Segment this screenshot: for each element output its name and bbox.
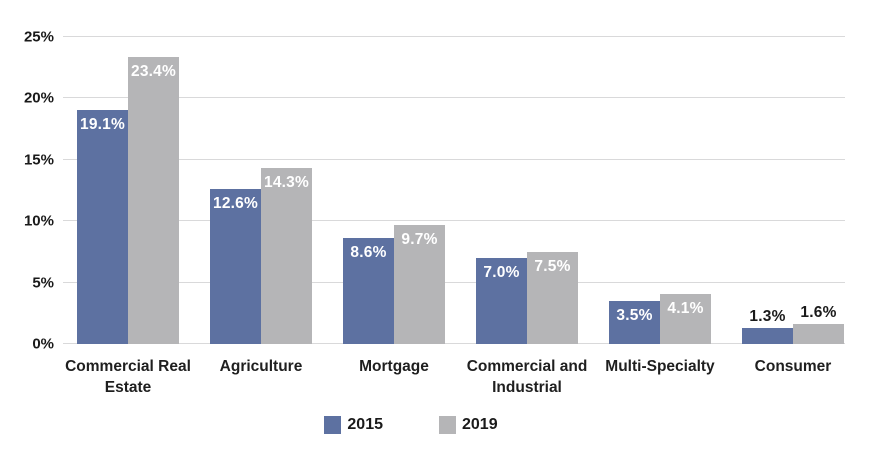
legend: 2015 2019: [0, 416, 849, 434]
bar-2019-multi-specialty: 4.1%: [660, 293, 711, 344]
bar-value-2019-agriculture: 14.3%: [264, 174, 309, 192]
x-axis-label-commercial-and-industrial: Commercial and Industrial: [466, 358, 588, 397]
bar-value-2015-commercial-real-estate: 19.1%: [80, 115, 125, 133]
gridline-0%: [63, 343, 845, 344]
bar-2019-commercial-and-industrial: 7.5%: [527, 251, 578, 344]
gridline-10%: [63, 220, 845, 222]
y-tick-label-0%: 0%: [32, 335, 54, 353]
bar-value-2015-multi-specialty: 3.5%: [616, 307, 653, 324]
gridline-5%: [63, 281, 845, 283]
x-axis-label-mortgage: Mortgage: [359, 358, 429, 375]
bar-2019-consumer: 1.6%: [793, 305, 844, 344]
bar-group-agriculture: 12.6% 14.3%: [210, 37, 312, 344]
bar-value-2019-consumer: 1.6%: [800, 303, 837, 321]
bar-2015-agriculture: 12.6%: [210, 189, 261, 344]
legend-label-2015: 2015: [347, 416, 383, 433]
bar-2015-mortgage: 8.6%: [343, 238, 394, 344]
gridline-15%: [63, 158, 845, 160]
plot-area: 0% 5% 10% 15% 20% 25% 19.1% 23.4% 12.6% 14.3% 8.6%…: [24, 30, 845, 352]
bar-value-2019-mortgage: 9.7%: [401, 230, 438, 248]
bar-group-multi-specialty: 3.5% 4.1%: [609, 37, 711, 344]
bar-group-commercial-real-estate: 19.1% 23.4%: [77, 37, 179, 344]
y-tick-label-5%: 5%: [32, 274, 54, 292]
y-tick-label-15%: 15%: [23, 151, 54, 169]
x-axis-label-commercial-real-estate: Commercial Real Estate: [65, 358, 191, 397]
legend-item-2015: 2015: [324, 416, 383, 434]
x-axis-label-agriculture: Agriculture: [219, 358, 303, 375]
legend-label-2019: 2019: [462, 416, 498, 433]
legend-swatch-2019: [439, 416, 456, 434]
bar-2015-consumer: 1.3%: [742, 308, 793, 344]
bar-group-mortgage: 8.6% 9.7%: [343, 37, 445, 344]
y-tick-label-20%: 20%: [23, 89, 54, 107]
y-tick-label-25%: 25%: [23, 28, 54, 46]
bar-2015-commercial-real-estate: 19.1%: [77, 109, 128, 344]
y-tick-label-10%: 10%: [23, 212, 54, 230]
x-axis-label-multi-specialty: Multi-Specialty: [605, 358, 715, 375]
bar-value-2019-commercial-and-industrial: 7.5%: [534, 257, 571, 275]
bar-2015-commercial-and-industrial: 7.0%: [476, 258, 527, 344]
bar-value-2015-commercial-and-industrial: 7.0%: [483, 264, 520, 281]
bar-value-2015-agriculture: 12.6%: [213, 195, 258, 213]
bar-value-2015-mortgage: 8.6%: [350, 244, 387, 262]
bar-2019-mortgage: 9.7%: [394, 224, 445, 344]
bar-group-consumer: 1.3% 1.6%: [742, 37, 844, 344]
bar-2019-agriculture: 14.3%: [261, 168, 312, 344]
bar-value-2019-multi-specialty: 4.1%: [667, 299, 704, 317]
bar-group-commercial-and-industrial: 7.0% 7.5%: [476, 37, 578, 344]
bar-value-2015-consumer: 1.3%: [749, 307, 786, 325]
legend-swatch-2015: [324, 416, 342, 434]
gridline-25%: [63, 36, 845, 37]
bar-value-2019-commercial-real-estate: 23.4%: [131, 62, 176, 80]
legend-item-2019: 2019: [439, 416, 498, 434]
gridline-20%: [63, 97, 845, 99]
x-axis-label-consumer: Consumer: [754, 358, 832, 375]
bar-2019-commercial-real-estate: 23.4%: [128, 56, 179, 344]
bar-2015-multi-specialty: 3.5%: [609, 301, 660, 344]
